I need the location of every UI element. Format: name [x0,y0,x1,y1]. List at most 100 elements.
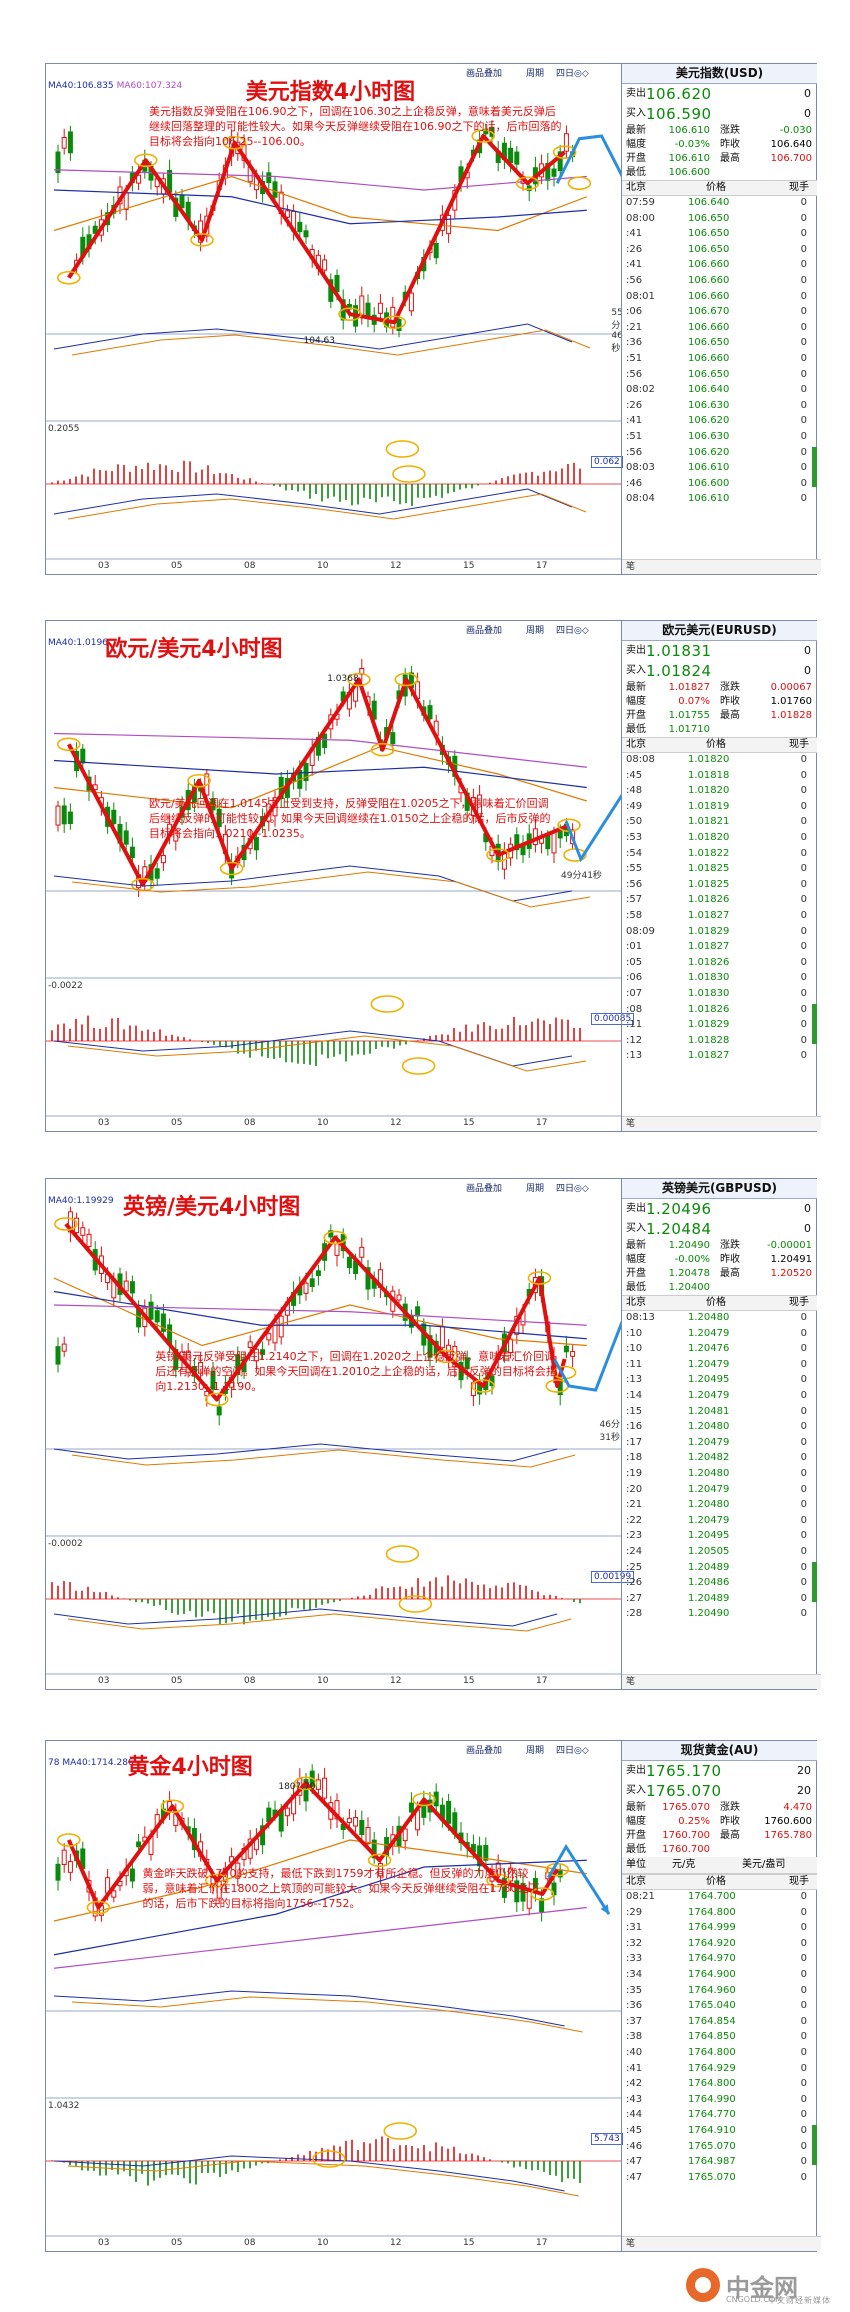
tick-row: :13 1.01827 0 [622,1048,817,1063]
buy-row[interactable]: 买入 1.20484 0 [622,1219,817,1239]
tick-time: 08:00 [626,212,655,224]
unit-tabs[interactable]: 单位 元/克 美元/盎司 [622,1857,817,1874]
tick-row: :47 1765.070 0 [622,2170,817,2185]
tick-scrollbar[interactable] [812,447,817,487]
unit-tab[interactable]: 美元/盎司 [742,1859,786,1870]
tick-volume: 0 [800,1953,807,1965]
quote-footer-tab[interactable]: 笔 [622,2236,821,2251]
tick-time: :13 [626,1374,643,1386]
stat-label: 昨收 [720,139,740,150]
tick-row: :41 106.660 0 [622,257,817,272]
candle-body [359,1246,365,1258]
turning-point-highlight [530,1887,555,1901]
toolbar-period-button[interactable]: 周期 [526,69,545,79]
tick-time: :56 [626,878,643,890]
toolbar-icons[interactable]: 四日◎◇ [556,1184,589,1194]
ma-legend: MA40:1.0196 [48,638,111,648]
toolbar-icons[interactable]: 四日◎◇ [556,69,589,79]
tick-volume: 0 [800,1405,807,1417]
tick-price: 106.650 [688,212,730,224]
quote-footer-tab[interactable]: 笔 [622,1116,821,1131]
projection-arrow [552,1320,621,1392]
sell-row-price: 1.20496 [646,1200,712,1218]
tick-row: :17 1.20479 0 [622,1435,817,1450]
buy-row[interactable]: 买入 106.590 0 [622,104,817,124]
logo-name: 中金网 [726,2274,798,2302]
tick-time: 08:21 [626,1891,655,1902]
toolbar-period-button[interactable]: 周期 [526,626,545,636]
buy-row-label: 买入 [626,1223,646,1234]
tick-volume: 0 [800,259,807,271]
sell-row[interactable]: 卖出 1765.170 20 [622,1761,817,1781]
date-label-05: 05 [171,1676,183,1686]
buy-row-label: 买入 [626,1785,646,1796]
tick-price: 1.01829 [688,925,730,937]
tick-time: :47 [626,2156,643,2168]
buy-row-size: 0 [804,664,811,677]
macd-line [53,1030,573,1067]
sell-row[interactable]: 卖出 106.620 0 [622,84,817,104]
tick-time: :34 [626,1969,643,1980]
stat-row: 最低 106.600 [622,166,817,180]
tick-volume: 0 [800,1421,807,1433]
tick-time: :20 [626,1483,643,1495]
unit-tab[interactable]: 单位 [626,1859,646,1870]
candle-body [396,318,402,332]
tick-scrollbar[interactable] [812,2125,817,2166]
toolbar-overlay-button[interactable]: 画品叠加 [466,69,503,79]
buy-row-price: 106.590 [646,105,712,123]
projection-arrowhead [600,1904,609,1915]
candle-body [55,151,61,174]
candle-body [365,1826,371,1845]
tick-volume: 0 [800,431,807,442]
toolbar-icons[interactable]: 四日◎◇ [556,1746,589,1756]
stat-value: 106.610 [668,125,710,136]
tick-time: :17 [626,1436,643,1448]
tick-scrollbar[interactable] [812,1004,817,1044]
toolbar-overlay-button[interactable]: 画品叠加 [466,1746,503,1756]
toolbar-period-button[interactable]: 周期 [526,1184,545,1194]
quote-footer-tab[interactable]: 笔 [622,1674,821,1689]
tick-price: 1.01829 [688,1019,730,1031]
quote-panel-eur: 欧元美元(EURUSD) 卖出 1.01831 0 买入 1.01824 0 最新 1.0182… [621,621,821,1131]
tick-volume: 0 [800,243,807,255]
buy-row[interactable]: 买入 1.01824 0 [622,661,817,681]
turning-point-highlight [412,1792,436,1807]
tick-row: :10 1.20479 0 [622,1326,817,1341]
toolbar-icons[interactable]: 四日◎◇ [556,626,589,636]
toolbar-period-button[interactable]: 周期 [526,1746,545,1756]
chart-area-usd: 画品叠加 周期 四日◎◇ MA40:106.835 MA60:107.324 美元指数4小… [46,64,623,574]
sell-row-label: 卖出 [626,1203,646,1214]
sell-row[interactable]: 卖出 1.01831 0 [622,641,817,661]
quote-footer-tab[interactable]: 笔 [622,559,821,574]
indicator-highlight [312,2150,346,2168]
tick-volume: 0 [800,399,807,411]
sell-row-price: 1765.170 [646,1762,722,1780]
oscillator-line [53,323,573,350]
tick-price: 1.20479 [688,1390,730,1401]
tick-row: :26 106.630 0 [622,398,817,413]
sell-row[interactable]: 卖出 1.20496 0 [622,1199,817,1219]
logo-mark-icon [686,2268,720,2302]
toolbar-overlay-button[interactable]: 画品叠加 [466,1184,503,1194]
stat-value: 1.01710 [668,724,710,735]
candle-body [253,836,259,851]
tick-price: 1764.800 [688,2047,736,2058]
tick-price: 106.640 [688,197,730,208]
toolbar-overlay-button[interactable]: 画品叠加 [466,626,503,636]
tick-scrollbar[interactable] [812,1562,817,1602]
tick-time: :40 [626,2047,643,2058]
tick-volume: 0 [800,1561,807,1573]
tick-price: 1764.700 [688,1891,736,1902]
macd-value-box: 0.00199 [591,1571,635,1583]
turning-point-highlight [434,1349,459,1364]
tick-row: :45 1.01818 0 [622,768,817,783]
tick-row: :47 1764.987 0 [622,2154,817,2169]
buy-row[interactable]: 买入 1765.070 20 [622,1781,817,1801]
unit-tab[interactable]: 元/克 [672,1859,696,1870]
candle-body [266,1333,272,1341]
tick-volume: 0 [800,321,807,333]
turning-point-highlight [187,773,211,788]
tick-time: :48 [626,785,643,797]
tick-time: 08:03 [626,462,655,474]
